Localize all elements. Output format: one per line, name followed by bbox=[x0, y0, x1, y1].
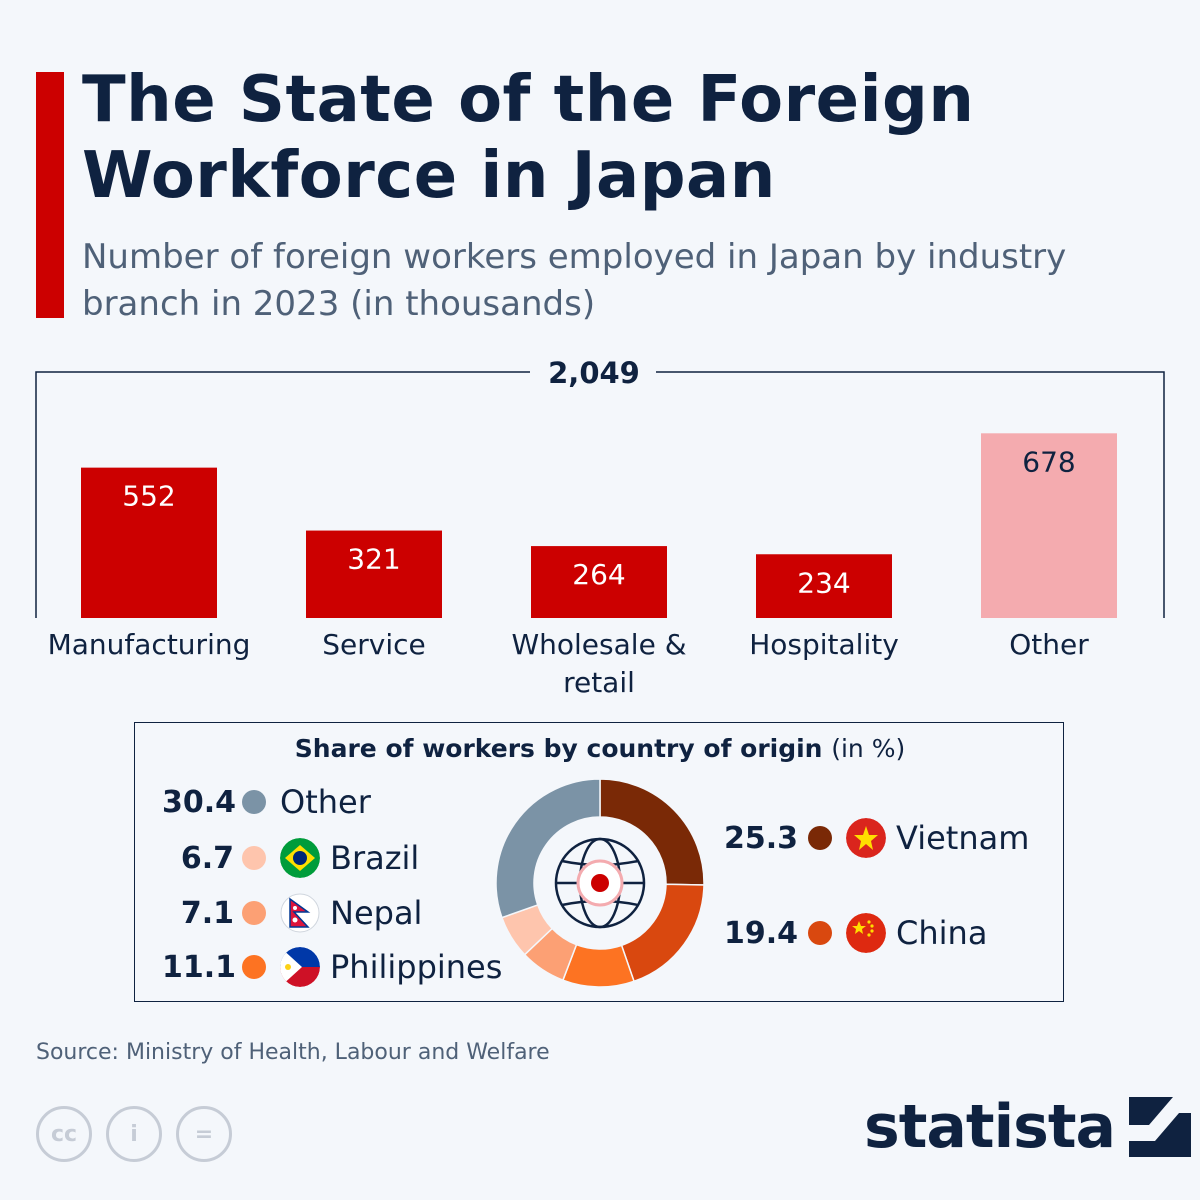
legend-item-vietnam: 25.3 Vietnam bbox=[724, 818, 1029, 858]
legend-swatch-other bbox=[242, 790, 266, 814]
category-label-wholesale-retail: Wholesale & retail bbox=[511, 628, 686, 699]
no-derivatives-icon[interactable]: = bbox=[176, 1106, 232, 1162]
bar-manufacturing bbox=[81, 467, 217, 618]
legend-item-other: 30.4 Other bbox=[162, 782, 371, 822]
cc-icon-glyph: cc bbox=[50, 1121, 78, 1147]
china-flag bbox=[846, 913, 887, 953]
bar-value-service: 321 bbox=[347, 543, 400, 576]
statista-wordmark: statista bbox=[864, 1092, 1116, 1162]
country-share-panel bbox=[134, 722, 1064, 1002]
legend-swatch-china bbox=[808, 921, 833, 945]
category-label-line: Manufacturing bbox=[48, 628, 251, 661]
total-bracket-left bbox=[35, 371, 530, 618]
attribution-icon-glyph: i bbox=[130, 1121, 138, 1147]
legend-value-vietnam: 25.3 bbox=[724, 820, 799, 856]
statista-logo[interactable]: statista bbox=[864, 1092, 1192, 1162]
bar-value-wholesale-retail: 264 bbox=[572, 558, 625, 591]
country-share-title-unit: (in %) bbox=[831, 734, 906, 763]
legend-item-philippines: 11.1 Philippines bbox=[162, 947, 502, 987]
legend-value-other: 30.4 bbox=[162, 784, 237, 820]
category-label-line: Other bbox=[1009, 628, 1089, 661]
bar-value-other: 678 bbox=[1022, 445, 1075, 478]
no-derivatives-icon-glyph: = bbox=[194, 1121, 214, 1147]
total-bracket-right bbox=[656, 371, 1165, 618]
vietnam-flag bbox=[846, 818, 887, 858]
category-label-line: Hospitality bbox=[749, 628, 899, 661]
legend-label-china: China bbox=[896, 914, 988, 952]
bar-other bbox=[981, 433, 1117, 618]
page-subtitle: Number of foreign workers employed in Ja… bbox=[82, 237, 1067, 324]
cc-icon[interactable]: cc bbox=[36, 1106, 92, 1162]
legend-value-nepal: 7.1 bbox=[180, 895, 234, 931]
legend-value-brazil: 6.7 bbox=[180, 840, 234, 876]
brazil-flag bbox=[280, 838, 320, 878]
category-label-manufacturing: Manufacturing bbox=[48, 628, 251, 661]
philippines-flag bbox=[280, 947, 320, 987]
legend-item-brazil: 6.7 Brazil bbox=[162, 838, 419, 878]
bar-service bbox=[306, 530, 442, 618]
total-label: 2,049 bbox=[548, 356, 640, 390]
legend-label-brazil: Brazil bbox=[330, 839, 420, 877]
category-label-service: Service bbox=[322, 628, 425, 661]
category-label-other: Other bbox=[1009, 628, 1089, 661]
bar-wholesale-retail bbox=[531, 546, 667, 618]
bar-value-manufacturing: 552 bbox=[122, 480, 175, 513]
page-title: The State of the Foreign Workforce in Ja… bbox=[82, 63, 975, 213]
legend-label-other: Other bbox=[280, 783, 371, 821]
legend-item-china: 19.4 China bbox=[724, 913, 987, 953]
legend-swatch-vietnam bbox=[808, 826, 833, 850]
title-accent-bar bbox=[36, 72, 64, 318]
nepal-flag bbox=[280, 893, 320, 933]
source-note: Source: Ministry of Health, Labour and W… bbox=[36, 1040, 550, 1065]
legend-item-nepal: 7.1 Nepal bbox=[162, 893, 422, 933]
legend-swatch-nepal bbox=[242, 901, 266, 925]
statista-mark-icon bbox=[1129, 1097, 1192, 1157]
attribution-icon[interactable]: i bbox=[106, 1106, 162, 1162]
category-label-hospitality: Hospitality bbox=[749, 628, 899, 661]
legend-label-nepal: Nepal bbox=[330, 894, 423, 932]
country-share-title: Share of workers by country of origin (i… bbox=[0, 734, 1200, 763]
bar-hospitality bbox=[756, 554, 892, 618]
legend-swatch-philippines bbox=[242, 955, 266, 979]
legend-value-philippines: 11.1 bbox=[162, 949, 237, 985]
legend-value-china: 19.4 bbox=[724, 915, 799, 951]
country-share-title-text: Share of workers by country of origin bbox=[294, 734, 823, 763]
license-icons: cc i = bbox=[36, 1106, 232, 1162]
category-label-line: Wholesale & bbox=[511, 628, 686, 661]
legend-label-vietnam: Vietnam bbox=[896, 819, 1030, 857]
bar-value-hospitality: 234 bbox=[797, 566, 850, 599]
bar-chart: 2,049 552 Manufacturing 321 Service 264 Wholes… bbox=[35, 356, 1165, 699]
legend-swatch-brazil bbox=[242, 846, 266, 870]
legend-label-philippines: Philippines bbox=[330, 948, 503, 986]
category-label-line: retail bbox=[563, 666, 635, 699]
category-label-line: Service bbox=[322, 628, 425, 661]
